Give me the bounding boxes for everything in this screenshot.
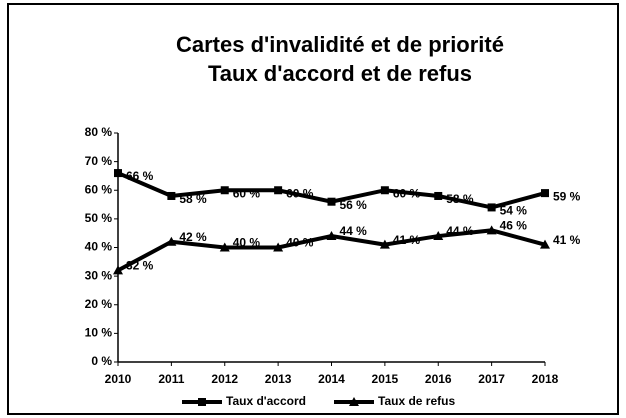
x-tick-label: 2017 xyxy=(478,372,505,386)
x-tick-label: 2018 xyxy=(532,372,559,386)
data-point xyxy=(220,186,229,195)
data-point xyxy=(114,169,122,178)
data-point xyxy=(167,191,176,200)
data-point xyxy=(219,242,230,252)
data-point xyxy=(166,236,177,246)
data-label: 46 % xyxy=(500,218,528,232)
data-label: 58 % xyxy=(446,192,474,206)
data-point xyxy=(380,186,389,195)
data-point xyxy=(327,197,336,206)
y-tick-label: 70 % xyxy=(85,154,113,168)
x-tick-label: 2016 xyxy=(425,372,452,386)
y-tick-label: 50 % xyxy=(85,211,113,225)
data-label: 40 % xyxy=(286,236,314,250)
data-point xyxy=(273,242,284,252)
x-tick-label: 2011 xyxy=(158,372,184,386)
legend-marker xyxy=(198,398,206,406)
data-point xyxy=(540,239,550,249)
y-tick-label: 20 % xyxy=(85,297,113,311)
data-label: 59 % xyxy=(553,189,581,203)
legend-label: Taux d'accord xyxy=(226,394,306,408)
data-label: 44 % xyxy=(446,224,474,238)
x-tick-label: 2010 xyxy=(105,372,132,386)
y-tick-label: 0 % xyxy=(91,354,112,368)
data-label: 60 % xyxy=(393,186,421,200)
data-point xyxy=(434,191,443,200)
data-point xyxy=(541,189,549,198)
data-label: 66 % xyxy=(126,169,154,183)
chart-title: Cartes d'invalidité et de priorité xyxy=(176,32,504,57)
data-label: 41 % xyxy=(393,233,421,247)
x-tick-label: 2014 xyxy=(318,372,345,386)
data-label: 60 % xyxy=(233,186,261,200)
data-label: 41 % xyxy=(553,233,581,247)
x-tick-label: 2013 xyxy=(265,372,292,386)
data-label: 32 % xyxy=(126,259,154,273)
chart-subtitle: Taux d'accord et de refus xyxy=(208,61,472,86)
data-point xyxy=(274,186,283,195)
data-point xyxy=(326,231,337,241)
data-label: 44 % xyxy=(340,224,368,238)
legend-marker xyxy=(349,397,359,406)
data-label: 42 % xyxy=(179,230,207,244)
data-label: 56 % xyxy=(340,198,368,212)
x-tick-label: 2012 xyxy=(211,372,238,386)
y-tick-label: 80 % xyxy=(85,125,113,139)
x-tick-label: 2015 xyxy=(372,372,399,386)
chart-frame xyxy=(7,3,619,415)
data-point xyxy=(113,265,123,275)
data-label: 54 % xyxy=(500,204,528,218)
data-label: 40 % xyxy=(233,236,261,250)
data-point xyxy=(487,203,496,212)
y-tick-label: 60 % xyxy=(85,182,113,196)
legend-label: Taux de refus xyxy=(378,394,455,408)
y-tick-label: 40 % xyxy=(85,240,113,254)
data-point xyxy=(379,239,390,249)
data-label: 58 % xyxy=(179,192,207,206)
y-tick-label: 30 % xyxy=(85,268,113,282)
data-label: 60 % xyxy=(286,186,314,200)
data-point xyxy=(486,225,497,235)
data-point xyxy=(433,231,444,241)
y-tick-label: 10 % xyxy=(85,326,113,340)
